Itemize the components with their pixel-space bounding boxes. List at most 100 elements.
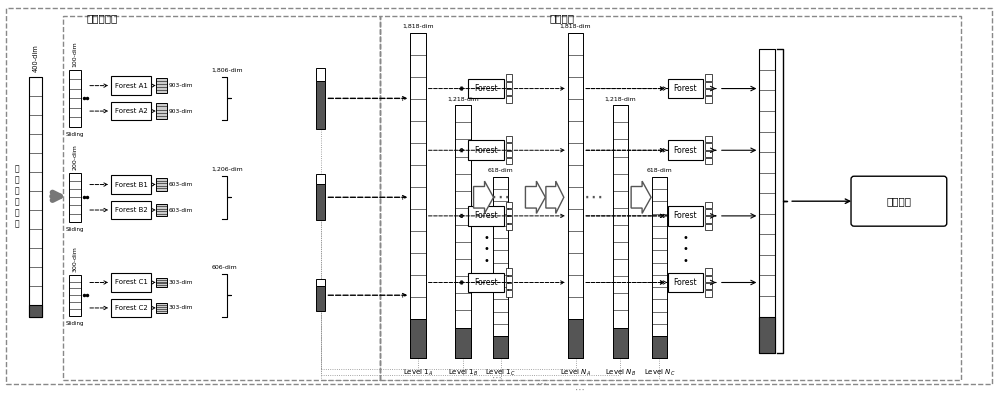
Bar [506,158,512,164]
Bar [652,336,667,358]
Bar [705,151,712,157]
Bar [156,204,167,216]
Bar [705,143,712,150]
Bar [316,184,325,220]
Bar [316,286,325,311]
Bar [613,105,628,358]
Bar [705,268,712,275]
Text: ⋯: ⋯ [537,378,547,389]
Text: 903-dim: 903-dim [168,109,193,114]
Bar [156,78,167,93]
Bar [705,74,712,81]
Bar [568,319,583,358]
Text: •
•
•: • • • [683,233,688,266]
Text: Forest A1: Forest A1 [115,83,147,89]
Text: Sliding: Sliding [66,227,84,232]
Bar [506,290,512,297]
Bar [493,177,508,358]
Text: Forest: Forest [474,211,498,220]
Bar [468,79,504,98]
Bar [63,16,380,380]
Bar [506,283,512,289]
Bar [506,202,512,208]
Bar [506,136,512,143]
Bar [568,33,583,358]
Bar [506,96,512,103]
Text: ⋯: ⋯ [583,188,603,207]
Text: 1,806-dim: 1,806-dim [212,68,243,73]
FancyArrow shape [474,181,494,214]
Bar [410,33,426,358]
Bar [668,79,703,98]
Text: Sliding: Sliding [66,321,84,326]
Bar [156,303,167,313]
Bar [111,76,151,95]
Bar [111,102,151,120]
Bar [380,16,961,380]
Text: 100-dim: 100-dim [73,41,78,67]
Bar [506,143,512,150]
Text: Level 1$_C$: Level 1$_C$ [485,368,516,378]
Text: Forest B1: Forest B1 [115,181,147,187]
Bar [705,202,712,208]
Bar [759,49,775,353]
Bar [493,336,508,358]
Bar [613,328,628,358]
Bar [506,216,512,223]
Text: 1,218-dim: 1,218-dim [605,96,636,101]
Bar [156,278,167,287]
Text: Forest: Forest [674,84,697,93]
Bar [111,273,151,292]
Text: ⋯: ⋯ [491,188,510,207]
Bar [506,89,512,95]
Bar [668,206,703,225]
Bar [759,316,775,353]
Text: Forest: Forest [474,146,498,155]
Text: Forest A2: Forest A2 [115,108,147,114]
Text: 最终预测: 最终预测 [886,196,911,206]
Bar [705,224,712,230]
Text: Forest: Forest [674,211,697,220]
Text: Level $N_A$: Level $N_A$ [560,368,591,378]
Bar [705,216,712,223]
Text: Forest: Forest [474,278,498,287]
Bar [69,173,81,222]
Text: 1,818-dim: 1,818-dim [402,24,434,29]
Text: Forest: Forest [674,146,697,155]
Text: 1,818-dim: 1,818-dim [560,24,591,29]
Text: 1,218-dim: 1,218-dim [447,96,479,101]
Bar [506,209,512,216]
Bar [455,105,471,358]
Text: Level 1$_B$: Level 1$_B$ [448,368,478,378]
Bar [506,74,512,81]
Bar [410,319,426,358]
Bar [69,70,81,127]
Text: Level $N_C$: Level $N_C$ [644,368,675,378]
Text: Sliding: Sliding [66,132,84,137]
Bar [705,276,712,282]
Text: Forest: Forest [674,278,697,287]
Bar [668,273,703,292]
Text: •
•
•: • • • [483,233,489,266]
Bar [468,206,504,225]
Bar [705,209,712,216]
Bar [705,96,712,103]
Bar [316,68,325,81]
Bar [156,178,167,191]
Text: 1,206-dim: 1,206-dim [212,167,244,172]
Bar [506,151,512,157]
Bar [111,201,151,219]
Text: Forest B2: Forest B2 [115,207,147,213]
Text: ⋯: ⋯ [492,373,502,383]
Bar [506,82,512,88]
Bar [705,283,712,289]
Bar [156,103,167,119]
FancyArrow shape [525,181,545,214]
Bar [316,81,325,129]
Bar [111,299,151,317]
Bar [652,177,667,358]
Text: 903-dim: 903-dim [168,83,193,88]
Bar [316,174,325,184]
Text: 多粒度扫描: 多粒度扫描 [86,13,117,23]
FancyBboxPatch shape [851,176,947,226]
